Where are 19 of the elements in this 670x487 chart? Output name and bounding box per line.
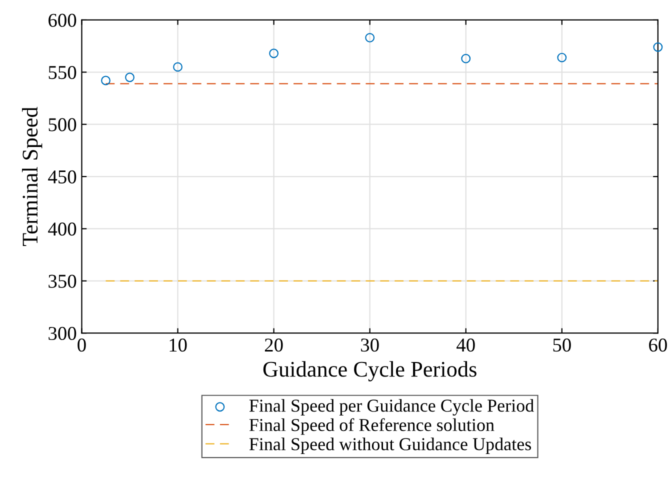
y-tick-label: 400 <box>48 222 76 236</box>
y-tick-label: 350 <box>48 274 76 288</box>
x-axis-title: Guidance Cycle Periods <box>263 361 476 382</box>
x-tick-label: 20 <box>264 338 283 352</box>
x-tick-label: 40 <box>456 338 475 352</box>
y-tick-label: 450 <box>48 170 76 184</box>
y-tick-label: 550 <box>48 66 76 80</box>
x-tick-label: 30 <box>361 338 379 352</box>
y-tick-label: 600 <box>48 14 76 27</box>
legend-label: Final Speed of Reference solution <box>249 418 494 435</box>
y-tick-label: 300 <box>48 326 76 340</box>
y-axis-title: Terminal Speed <box>22 106 42 246</box>
legend-label: Final Speed per Guidance Cycle Period <box>249 399 534 416</box>
x-tick-label: 60 <box>649 338 667 352</box>
x-tick-label: 50 <box>553 338 571 352</box>
y-tick-label: 500 <box>48 118 76 132</box>
x-tick-label: 10 <box>170 338 187 352</box>
legend-label: Final Speed without Guidance Updates <box>249 438 532 454</box>
x-tick-label: 0 <box>78 338 86 352</box>
